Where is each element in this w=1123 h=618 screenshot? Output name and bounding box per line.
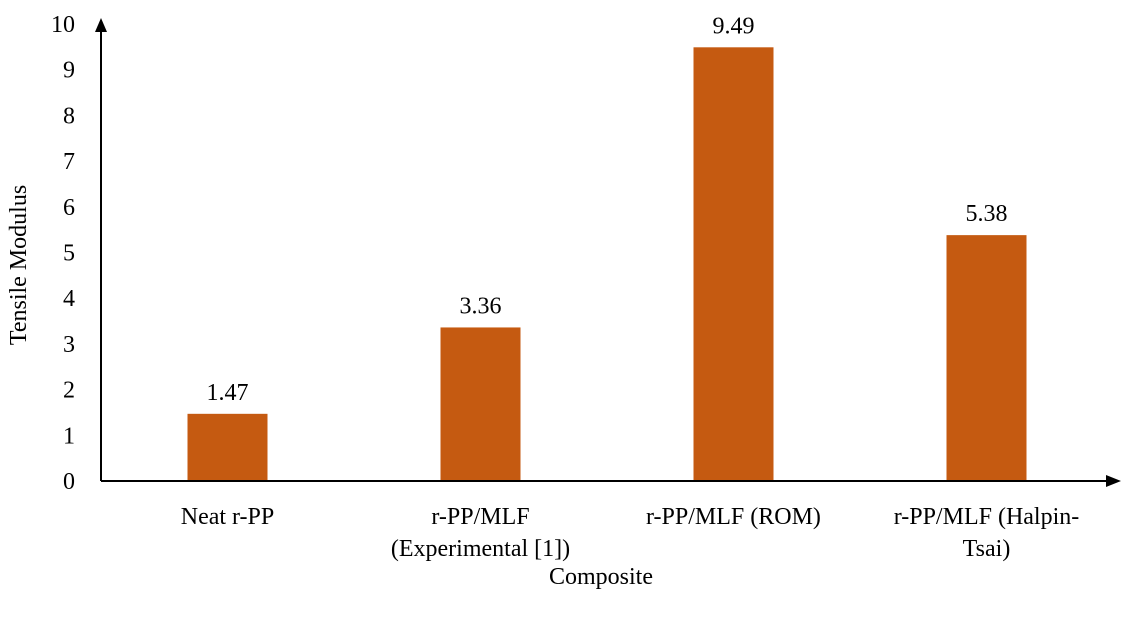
x-axis-category-labels: Neat r-PP r-PP/MLF (Experimental [1]) r-PP/… (181, 504, 1080, 562)
bar (187, 413, 268, 481)
y-axis-title: Tensile Modulus (6, 185, 32, 345)
x-category-label: r-PP/MLF (Halpin- (894, 504, 1080, 530)
y-tick-label: 4 (63, 286, 75, 312)
bar (693, 47, 774, 481)
axes (95, 18, 1121, 487)
bar (946, 235, 1027, 481)
bar (440, 327, 521, 481)
x-category-label: (Experimental [1]) (391, 536, 570, 562)
y-tick-label: 2 (63, 378, 75, 404)
y-tick-label: 1 (63, 423, 75, 449)
x-category-label: Tsai) (963, 536, 1011, 562)
data-labels: 1.47 3.36 9.49 5.38 (207, 13, 1008, 406)
bars (187, 47, 1027, 481)
y-tick-label: 7 (63, 149, 75, 175)
y-tick-label: 3 (63, 332, 75, 358)
y-tick-label: 5 (63, 241, 75, 267)
bar-value-label: 9.49 (713, 13, 755, 39)
bar-value-label: 3.36 (460, 293, 502, 319)
x-category-label: Neat r-PP (181, 504, 275, 530)
y-tick-label: 8 (63, 103, 75, 129)
x-axis-arrow (1106, 475, 1121, 487)
y-axis-tick-labels: 0 1 2 3 4 5 6 7 8 9 10 (51, 12, 75, 495)
y-tick-label: 10 (51, 12, 75, 38)
y-tick-label: 9 (63, 58, 75, 84)
bar-value-label: 5.38 (966, 201, 1008, 227)
y-tick-label: 6 (63, 195, 75, 221)
y-axis-arrow (95, 18, 107, 32)
y-tick-label: 0 (63, 469, 75, 495)
x-axis-title: Composite (549, 564, 653, 590)
x-category-label: r-PP/MLF (431, 504, 529, 530)
bar-value-label: 1.47 (207, 380, 249, 406)
x-category-label: r-PP/MLF (ROM) (646, 504, 821, 530)
